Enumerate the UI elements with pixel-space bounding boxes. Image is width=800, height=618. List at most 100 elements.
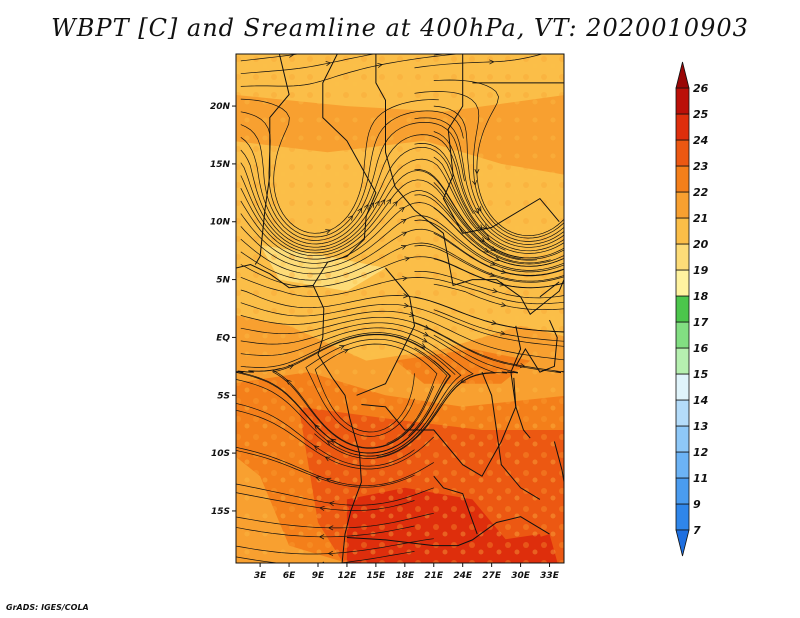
streamline: [414, 117, 564, 245]
streamline: [433, 258, 564, 289]
streamline: [272, 333, 435, 449]
streamline-arrow: [386, 198, 392, 205]
lake-victoria: [515, 319, 558, 373]
streamline-arrow: [313, 445, 320, 451]
streamline-arrow: [489, 260, 496, 266]
streamline: [236, 483, 434, 506]
streamline-arrow: [500, 330, 506, 336]
streamline-arrow: [403, 302, 410, 308]
streamline-arrow: [289, 54, 295, 58]
streamline-arrow: [420, 343, 427, 348]
streamline-arrow: [327, 550, 334, 556]
streamline-arrow: [494, 256, 501, 262]
colorbar-label: 13: [693, 420, 709, 433]
streamline-arrow: [489, 59, 495, 65]
streamline: [433, 232, 564, 277]
streamline: [414, 54, 544, 69]
streamline: [414, 169, 564, 259]
colorbar-segment: [675, 165, 690, 193]
colorbar-label: 9: [693, 498, 701, 511]
colorbar-segment: [675, 269, 690, 297]
streamline-arrow: [401, 218, 407, 224]
streamline: [236, 446, 434, 487]
colorbar-label: 7: [693, 524, 701, 537]
colorbar-segment: [675, 217, 690, 245]
streamline-arrow: [377, 62, 383, 68]
streamline: [240, 316, 562, 374]
streamline-arrow: [424, 324, 430, 330]
border-zambia-west: [433, 475, 478, 535]
streamline-arrow: [474, 169, 480, 175]
border-west: [254, 54, 290, 265]
streamline: [271, 334, 456, 449]
streamline-arrow: [492, 288, 499, 294]
streamline-arrow: [363, 203, 369, 210]
colorbar-label: 22: [693, 186, 709, 199]
colorbar-segment: [675, 503, 690, 531]
streamline-arrow: [399, 207, 405, 213]
streamline: [240, 327, 474, 458]
streamline-arrow: [472, 180, 478, 186]
streamline-arrow: [328, 501, 335, 507]
streamline: [240, 310, 564, 361]
streamline-arrow: [325, 61, 332, 67]
streamline-arrow: [499, 281, 506, 287]
colorbar-label: 18: [693, 290, 709, 303]
lake-malawi: [553, 441, 564, 485]
streamline-arrow: [421, 337, 428, 343]
streamline: [414, 219, 564, 273]
colorbar-label: 14: [693, 394, 708, 407]
streamline-arrow: [325, 477, 332, 483]
border-central: [375, 54, 564, 316]
streamline: [433, 207, 564, 267]
streamline: [414, 270, 564, 299]
streamline-arrow: [479, 236, 486, 243]
streamline: [240, 289, 564, 333]
colorbar-segment: [675, 295, 690, 323]
streamline: [240, 54, 461, 87]
colorbar-segment: [675, 243, 690, 271]
streamline: [236, 538, 434, 555]
streamline: [433, 131, 564, 248]
streamline-arrow: [325, 229, 332, 234]
streamline: [414, 194, 564, 265]
streamline-arrow: [519, 363, 526, 368]
y-tick-label: 20N: [210, 102, 231, 112]
colorbar-label: 26: [693, 82, 709, 95]
streamline: [414, 322, 564, 373]
coastline-west: [236, 263, 362, 563]
streamline: [240, 322, 496, 439]
streamline-arrow: [500, 302, 507, 308]
streamline-arrow: [357, 207, 363, 214]
streamline-arrow: [326, 440, 333, 446]
streamline-arrow: [330, 438, 337, 444]
streamline: [236, 525, 415, 538]
streamline: [414, 91, 564, 239]
colorbar-extend-low: [675, 529, 690, 557]
streamline: [236, 512, 434, 529]
streamline-arrow: [369, 202, 375, 208]
streamline: [240, 122, 465, 241]
x-tick-label: 24E: [453, 571, 473, 581]
streamline-arrow: [324, 456, 331, 462]
colorbar-segment: [675, 451, 690, 479]
colorbar-label: 11: [693, 472, 708, 485]
streamline: [240, 158, 506, 251]
x-tick-label: 15E: [367, 571, 387, 581]
colorbar-extend-high: [675, 61, 690, 89]
colorbar-segment: [675, 425, 690, 453]
streamline: [236, 551, 415, 563]
streamline-arrow: [474, 208, 479, 215]
streamline: [240, 276, 564, 305]
streamline-arrow: [483, 247, 489, 253]
colorbar-segment: [675, 477, 690, 505]
colorbar-segment: [675, 191, 690, 219]
plot-area: [236, 54, 564, 563]
chart-title: WBPT [C] and Sreamline at 400hPa, VT: 20…: [51, 14, 749, 42]
streamline: [414, 143, 564, 252]
colorbar-label: 17: [693, 316, 709, 329]
plot-frame: [235, 53, 565, 564]
streamline: [433, 79, 564, 237]
streamline-arrow: [314, 424, 320, 430]
